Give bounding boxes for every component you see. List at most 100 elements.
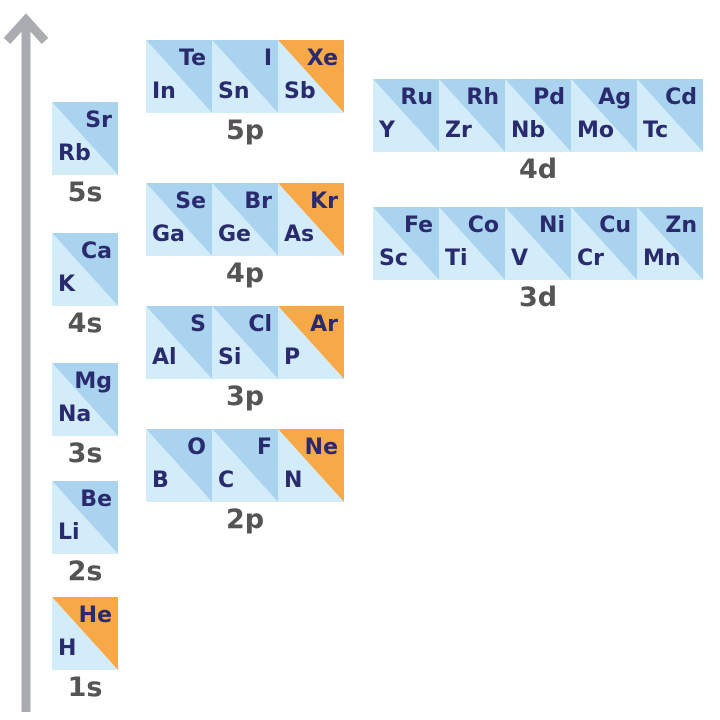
element-symbol-upper: Se xyxy=(175,189,206,214)
element-symbol-lower: Ge xyxy=(218,222,251,247)
element-symbol-upper: Ag xyxy=(598,85,631,110)
element-symbol-upper: Cu xyxy=(599,213,631,238)
orbital-label: 4s xyxy=(67,308,103,339)
cell-triangles xyxy=(52,597,118,670)
element-symbol-upper: Be xyxy=(80,487,112,512)
cell-triangles xyxy=(637,207,703,280)
element-cell: Ru Y xyxy=(373,79,439,152)
orbital-label: 3s xyxy=(67,438,103,469)
element-symbol-lower: Mo xyxy=(577,118,615,143)
element-cell: Cd Tc xyxy=(637,79,703,152)
cell-triangles xyxy=(278,183,344,256)
element-symbol-upper: I xyxy=(263,46,272,71)
element-symbol-lower: Mn xyxy=(643,246,681,271)
cell-triangles xyxy=(278,429,344,502)
cell-triangles xyxy=(439,79,505,152)
lower-triangle xyxy=(637,79,703,152)
lower-triangle xyxy=(278,429,344,502)
element-cell: Fe Sc xyxy=(373,207,439,280)
element-cell: Ni V xyxy=(505,207,571,280)
cell-triangles xyxy=(146,429,212,502)
cell-triangles xyxy=(212,306,278,379)
lower-triangle xyxy=(212,40,278,113)
element-symbol-lower: Sb xyxy=(284,79,316,104)
lower-triangle xyxy=(278,306,344,379)
element-symbol-upper: Br xyxy=(244,189,272,214)
element-symbol-lower: Ti xyxy=(445,246,468,271)
element-symbol-upper: Ar xyxy=(310,312,338,337)
element-symbol-upper: Mg xyxy=(74,369,112,394)
cell-triangles xyxy=(373,79,439,152)
lower-triangle xyxy=(505,79,571,152)
cell-triangles xyxy=(52,363,118,436)
cell-triangles xyxy=(146,306,212,379)
cell-triangles xyxy=(278,40,344,113)
element-symbol-upper: Fe xyxy=(403,213,433,238)
element-symbol-lower: Sn xyxy=(218,79,250,104)
energy-arrow-head xyxy=(3,13,49,45)
element-symbol-upper: Pd xyxy=(533,85,565,110)
lower-triangle xyxy=(52,233,118,306)
orbital-label: 2s xyxy=(67,556,103,587)
element-cell: Se Ga xyxy=(146,183,212,256)
element-symbol-lower: Zr xyxy=(445,118,472,143)
orbital-label: 1s xyxy=(67,672,103,703)
element-symbol-upper: F xyxy=(256,435,272,460)
element-symbol-upper: He xyxy=(78,603,112,628)
lower-triangle xyxy=(52,481,118,554)
element-symbol-lower: B xyxy=(152,468,169,493)
orbital-label: 2p xyxy=(225,504,265,535)
element-symbol-upper: Ru xyxy=(400,85,433,110)
orbital-label: 3d xyxy=(518,282,558,313)
element-symbol-upper: Sr xyxy=(85,108,112,133)
element-symbol-lower: As xyxy=(284,222,315,247)
element-cell: Te In xyxy=(146,40,212,113)
cell-triangles xyxy=(52,233,118,306)
cell-triangles xyxy=(571,79,637,152)
element-symbol-upper: Cd xyxy=(665,85,697,110)
orbital-label: 3p xyxy=(225,381,265,412)
element-cell: Ar P xyxy=(278,306,344,379)
lower-triangle xyxy=(212,306,278,379)
element-symbol-upper: S xyxy=(190,312,206,337)
lower-triangle xyxy=(439,207,505,280)
element-cell: Co Ti xyxy=(439,207,505,280)
cell-triangles xyxy=(212,429,278,502)
element-cell: Pd Nb xyxy=(505,79,571,152)
lower-triangle xyxy=(212,183,278,256)
element-symbol-lower: Al xyxy=(152,345,177,370)
element-cell: I Sn xyxy=(212,40,278,113)
element-symbol-upper: Kr xyxy=(310,189,338,214)
lower-triangle xyxy=(52,363,118,436)
element-symbol-upper: Co xyxy=(467,213,499,238)
cell-triangles xyxy=(52,481,118,554)
element-cell: S Al xyxy=(146,306,212,379)
element-symbol-lower: N xyxy=(284,468,303,493)
lower-triangle xyxy=(146,40,212,113)
element-symbol-upper: O xyxy=(187,435,206,460)
cell-triangles xyxy=(146,40,212,113)
cell-triangles xyxy=(571,207,637,280)
element-symbol-lower: C xyxy=(218,468,235,493)
element-symbol-upper: Ni xyxy=(539,213,565,238)
lower-triangle xyxy=(571,207,637,280)
cell-triangles xyxy=(278,306,344,379)
element-cell: Ne N xyxy=(278,429,344,502)
element-symbol-lower: Y xyxy=(379,118,395,143)
element-cell: Mg Na xyxy=(52,363,118,436)
cell-triangles xyxy=(637,79,703,152)
lower-triangle xyxy=(212,429,278,502)
element-cell: Kr As xyxy=(278,183,344,256)
element-symbol-lower: Rb xyxy=(58,141,91,166)
orbital-label: 4d xyxy=(518,154,558,185)
element-symbol-lower: Tc xyxy=(643,118,669,143)
lower-triangle xyxy=(373,207,439,280)
lower-triangle xyxy=(52,597,118,670)
cell-triangles xyxy=(505,207,571,280)
element-symbol-lower: H xyxy=(58,636,77,661)
element-symbol-lower: Nb xyxy=(511,118,546,143)
lower-triangle xyxy=(637,207,703,280)
